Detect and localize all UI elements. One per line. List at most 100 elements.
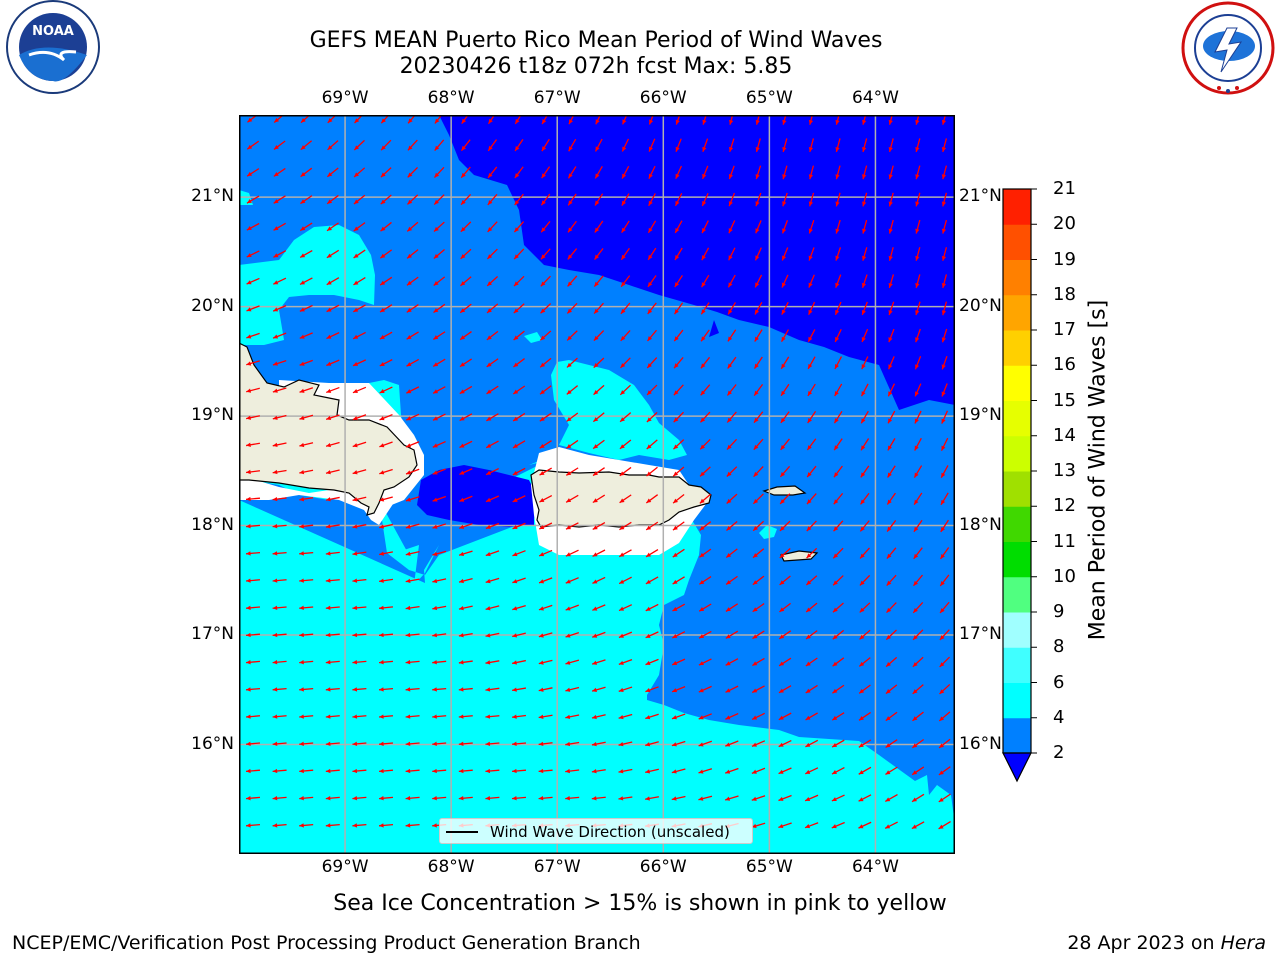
wave-direction-arrowhead [246,415,252,420]
wave-direction-arrowhead [512,579,518,584]
wave-direction-arrowhead [725,607,731,612]
wave-direction-arrowhead [673,417,679,423]
wave-direction-arrowhead [488,118,493,124]
wave-direction-arrowhead [806,634,811,640]
wave-direction-arrowhead [246,496,251,502]
wave-direction-arrowhead [538,796,544,801]
wave-direction-arrowhead [592,525,598,530]
wave-direction-arrowhead [755,228,760,234]
wave-direction-arrowhead [354,145,360,151]
wave-direction-arrowhead [405,823,411,828]
wave-direction-arrowhead [353,199,359,204]
wave-direction-arrowhead [621,254,626,260]
wave-direction-arrowhead [512,470,518,475]
wave-direction-arrowhead [729,119,734,125]
wave-direction-arrowhead [540,335,546,341]
wave-direction-arrowhead [618,687,624,693]
wave-direction-arrowhead [754,417,759,423]
wave-direction-arrowhead [805,824,811,829]
wave-direction-arrowhead [755,174,760,180]
wave-direction-arrowhead [512,524,518,529]
lon-tick-label-bottom: 65°W [745,857,793,877]
wave-direction-arrowhead [915,391,919,397]
date-footer: 28 Apr 2023 on Hera [1067,932,1266,954]
colorbar-band [1003,189,1031,225]
wave-direction-arrowhead [619,579,625,584]
wave-direction-arrowhead [458,633,464,638]
wave-direction-arrowhead [594,227,600,233]
wave-direction-arrowhead [354,172,359,177]
wave-direction-arrowhead [299,551,304,556]
colorbar-band [1003,259,1031,296]
wave-direction-arrowhead [941,255,947,261]
wave-direction-arrowhead [698,796,704,801]
wave-direction-arrowhead [645,688,651,693]
wave-direction-arrowhead [781,282,786,288]
wave-direction-arrowhead [299,660,304,665]
wave-direction-arrowhead [887,445,893,451]
wave-direction-arrowhead [698,769,704,774]
wave-direction-arrowhead [513,308,519,314]
wave-direction-arrowhead [806,526,812,532]
wave-direction-arrowhead [485,687,491,692]
wave-direction-arrowhead [672,606,678,611]
wave-direction-arrowhead [751,796,757,801]
wave-direction-arrowhead [325,796,331,801]
wave-direction-arrowhead [831,797,837,802]
wave-direction-arrowhead [567,308,573,314]
wave-direction-arrowhead [833,553,839,559]
wave-direction-arrowhead [941,472,946,478]
wave-direction-arrowhead [886,580,892,586]
wave-direction-arrowhead [246,442,251,447]
wave-direction-arrowhead [782,228,787,234]
wave-direction-arrowhead [514,200,520,206]
wave-direction-arrowhead [352,714,358,719]
wave-direction-arrowhead [728,309,733,315]
wave-direction-arrowhead [512,741,517,746]
wave-direction-arrowhead [702,200,707,206]
wave-direction-arrowhead [832,715,838,721]
wave-direction-arrowhead [246,253,252,258]
wave-direction-arrowhead [432,823,437,828]
wave-direction-arrowhead [674,336,679,342]
wave-direction-arrowhead [352,796,358,801]
wave-direction-arrowhead [432,632,438,638]
wave-direction-arrowhead [862,119,867,125]
wave-direction-arrowhead [432,551,438,556]
wave-direction-arrowhead [353,226,359,231]
wave-direction-arrowhead [595,173,600,179]
wave-direction-arrowhead [780,472,785,477]
wave-direction-arrowhead [272,524,278,529]
wave-direction-arrowhead [835,282,840,288]
wave-direction-arrowhead [620,335,626,341]
wave-direction-arrowhead [619,498,625,503]
wave-direction-arrowhead [246,796,251,801]
wave-direction-arrowhead [699,525,705,531]
lon-tick-label-bottom: 67°W [533,857,581,877]
wave-direction-arrowhead [246,632,251,638]
wave-direction-arrowhead [513,416,519,421]
wave-direction-arrowhead [938,797,944,802]
wave-direction-arrowhead [405,687,411,692]
colorbar-band [1003,400,1031,437]
wave-direction-arrowhead [246,307,252,312]
wave-direction-arrowhead [618,742,624,747]
wave-direction-arrowhead [434,226,439,232]
wave-direction-arrowhead [379,361,385,366]
wave-direction-arrowhead [728,146,734,152]
wave-direction-arrowhead [672,688,678,693]
wave-direction-arrowhead [432,470,438,475]
wave-direction-arrowhead [379,660,384,665]
wave-direction-arrowhead [273,199,279,204]
colorbar-tick-label: 17 [1053,319,1076,340]
wave-direction-arrowhead [325,768,331,774]
wave-direction-arrowhead [459,416,465,421]
wave-direction-arrowhead [888,364,893,370]
wave-direction-arrowhead [486,389,492,394]
wave-direction-arrowhead [458,714,464,719]
wave-direction-arrowhead [862,228,867,234]
wave-direction-arrowhead [808,282,813,288]
wave-direction-arrowhead [647,309,653,314]
wave-direction-arrowhead [488,172,493,178]
wave-direction-arrowhead [941,445,946,451]
